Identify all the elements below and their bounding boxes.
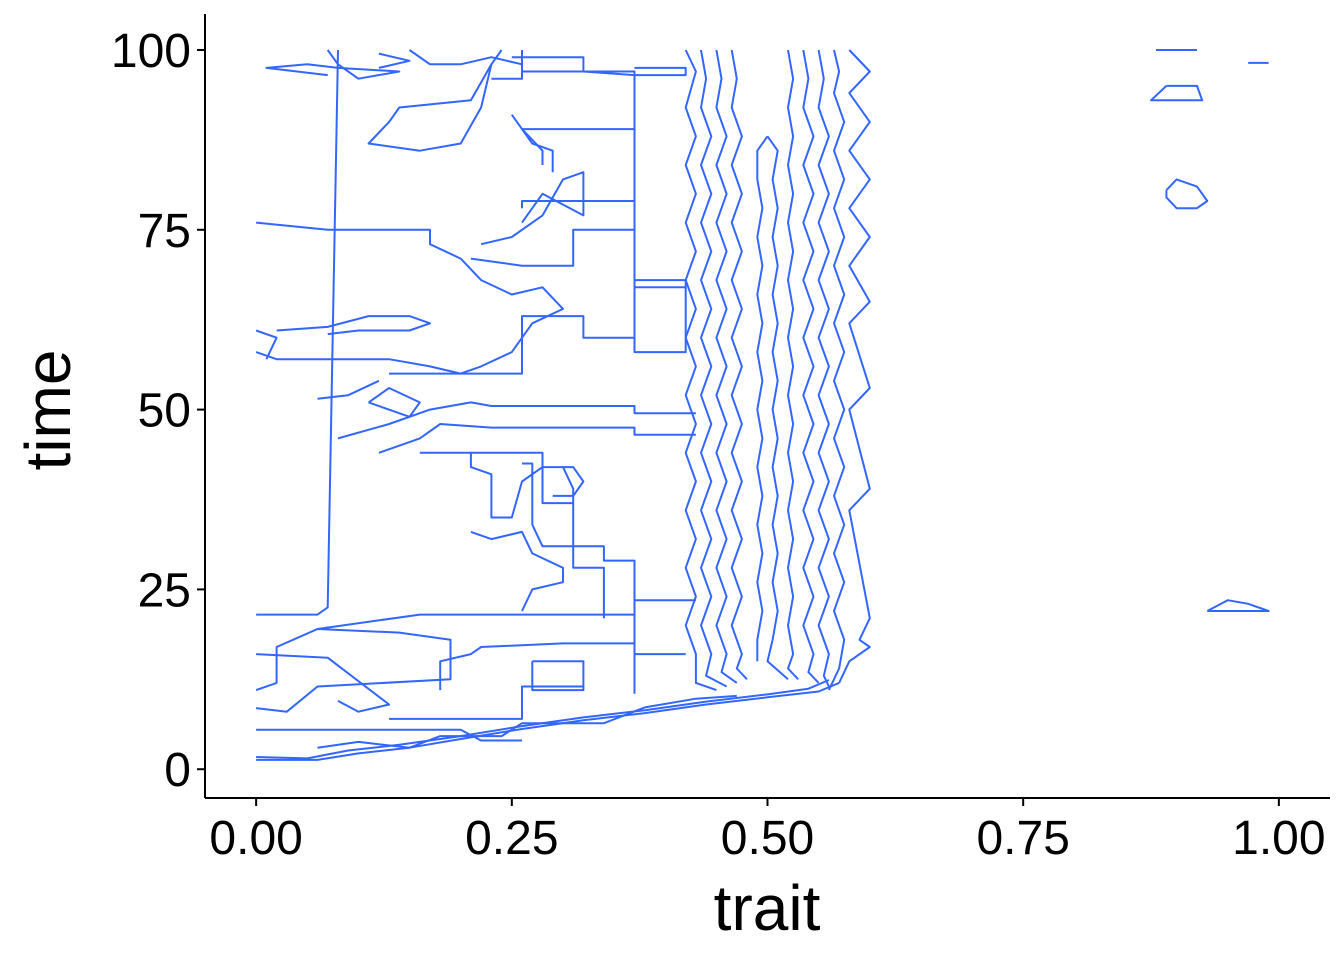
contour-line-38	[730, 49, 748, 680]
contour-line-10	[389, 685, 584, 720]
contour-line-48	[1165, 178, 1209, 210]
contour-line-29	[378, 423, 696, 454]
contour-line-25	[389, 315, 635, 375]
contour-line-42	[802, 49, 820, 684]
contour-line-30	[419, 451, 585, 519]
contour-line-34	[572, 503, 605, 619]
contour-line-11	[256, 653, 391, 713]
contour-line-18	[255, 221, 564, 375]
contour-line-21	[480, 171, 585, 246]
contour-line-32	[522, 462, 686, 656]
y-tick-label: 100	[111, 25, 191, 78]
contour-line-3	[317, 694, 737, 749]
contour-line-12	[265, 49, 401, 80]
y-tick-label: 75	[138, 205, 191, 258]
contour-line-35	[684, 49, 717, 692]
contour-line-17	[491, 50, 523, 80]
x-tick-label: 0.75	[976, 812, 1069, 865]
contour-line-47	[1150, 84, 1204, 102]
contour-line-16	[367, 49, 503, 152]
contour-line-4	[256, 728, 522, 742]
y-axis-title: time	[12, 350, 84, 471]
y-tick-label: 25	[138, 564, 191, 617]
contour-line-31	[470, 451, 575, 505]
contour-line-36	[700, 49, 728, 688]
contour-line-15	[511, 56, 687, 77]
contour-line-39	[766, 135, 789, 681]
x-axis-title: trait	[714, 872, 821, 944]
contour-line-5	[255, 628, 452, 713]
contour-line-22	[521, 128, 636, 209]
x-tick-label: 1.00	[1232, 812, 1325, 865]
contour-line-9	[531, 660, 585, 692]
x-tick-label: 0.00	[209, 812, 302, 865]
contour-line-41	[787, 49, 799, 680]
contour-line-40	[756, 135, 769, 662]
contour-line-23	[510, 114, 554, 173]
contour-line-6	[256, 49, 339, 616]
contour-line-7	[317, 599, 696, 630]
x-tick-label: 0.25	[465, 812, 558, 865]
contour-line-44	[827, 49, 846, 691]
contour-line-24	[470, 228, 686, 289]
contour-line-2	[256, 679, 830, 760]
contour-line-26	[368, 387, 421, 418]
y-tick-label: 0	[164, 744, 191, 797]
contour-line-43	[817, 49, 830, 687]
contour-line-37	[715, 49, 738, 684]
contour-line-45	[838, 49, 871, 684]
contour-line-50	[1206, 599, 1270, 612]
contour-line-14	[378, 52, 411, 69]
contour-line-27	[317, 379, 380, 400]
contour-line-28	[337, 401, 696, 440]
contour-line-1	[256, 681, 840, 761]
contour-line-19	[255, 329, 278, 360]
y-axis-ticks: 0 25 50 75 100	[111, 25, 205, 797]
x-tick-label: 0.50	[721, 812, 814, 865]
x-axis-ticks: 0.00 0.25 0.50 0.75 1.00	[209, 798, 1326, 865]
y-tick-label: 50	[138, 385, 191, 438]
contour-line-20	[276, 315, 431, 336]
contour-line-33	[470, 530, 564, 612]
contour-lines	[255, 49, 1270, 761]
